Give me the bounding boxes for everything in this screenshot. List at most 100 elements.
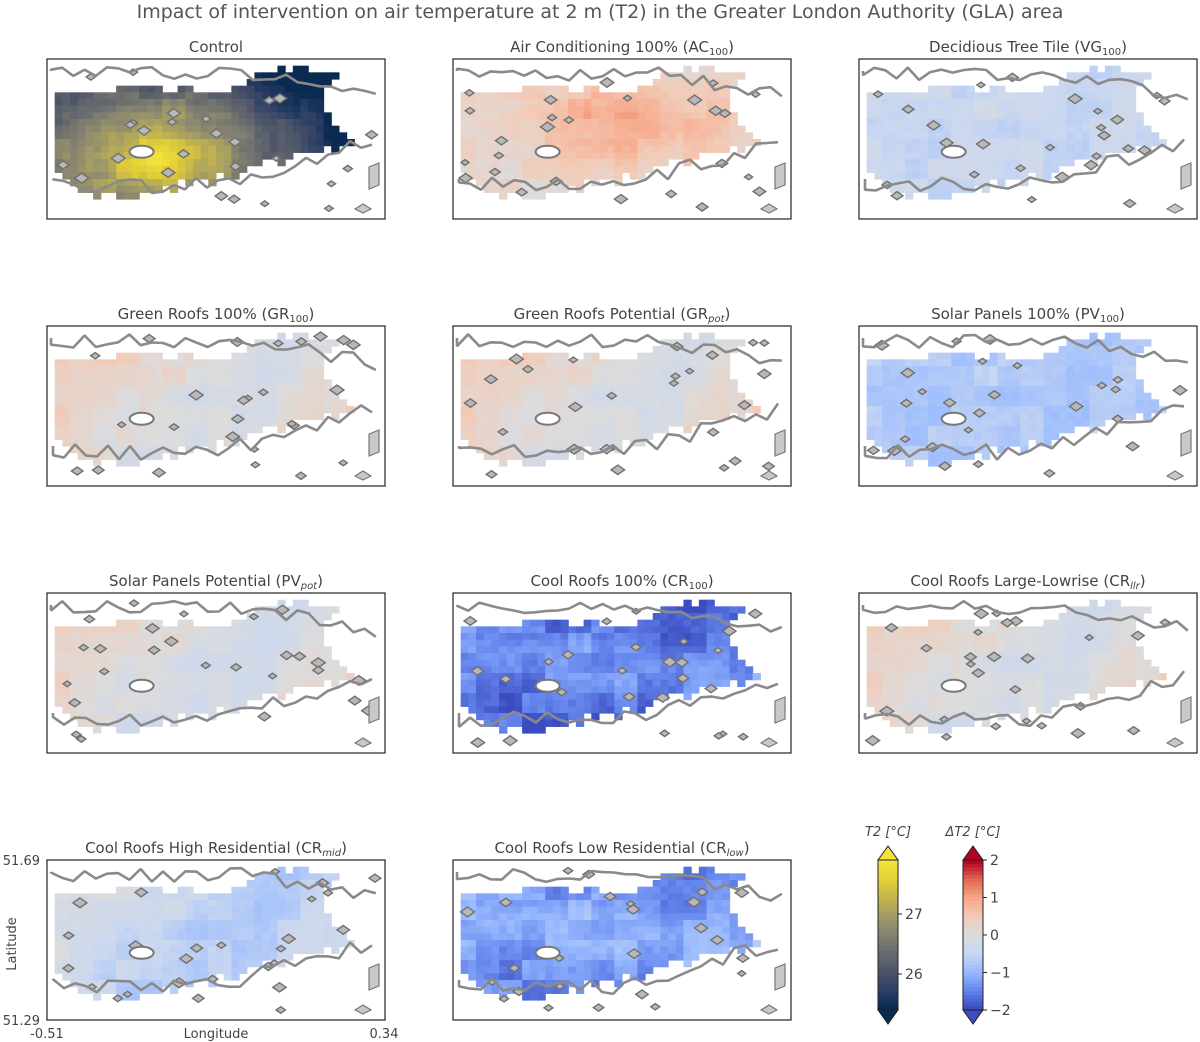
heatmap-cell: [262, 152, 271, 160]
heatmap-cell: [614, 99, 623, 107]
heatmap-cell: [292, 866, 302, 874]
heatmap-cell: [200, 646, 209, 654]
heatmap-cell: [966, 159, 975, 167]
heatmap-cell: [146, 940, 156, 948]
heatmap-cell: [598, 646, 608, 654]
heatmap-cell: [131, 105, 140, 113]
heatmap-cell: [598, 666, 608, 674]
heatmap-cell: [483, 366, 493, 374]
heatmap-cell: [1104, 653, 1114, 661]
heatmap-cell: [468, 119, 477, 127]
heatmap-cell: [698, 399, 708, 407]
heatmap-cell: [537, 165, 546, 173]
heatmap-cell: [1112, 339, 1121, 347]
heatmap-cell: [1097, 639, 1106, 647]
heatmap-cell: [737, 132, 746, 140]
heatmap-cell: [108, 906, 117, 914]
panel-title: Cool Roofs High Residential (CRmid): [85, 839, 347, 859]
heatmap-cell: [675, 132, 685, 140]
heatmap-cell: [77, 933, 87, 941]
heatmap-cell: [315, 873, 325, 881]
heatmap-cell: [897, 92, 906, 100]
heatmap-cell: [974, 105, 983, 113]
heatmap-cell: [958, 452, 968, 460]
heatmap-cell: [974, 165, 983, 173]
heatmap-cell: [897, 666, 906, 674]
heatmap-cell: [292, 946, 302, 954]
heatmap-cell: [131, 439, 140, 447]
panel-grid: Control Air Conditioning 100% (AC100) Deci…: [46, 38, 1198, 1021]
heatmap-cell: [1004, 119, 1014, 127]
heatmap-cell: [943, 659, 952, 667]
heatmap-cell: [928, 639, 937, 647]
heatmap-cell: [146, 99, 156, 107]
heatmap-cell: [721, 85, 731, 93]
heatmap-cell: [169, 926, 179, 934]
heatmap-cell: [698, 366, 708, 374]
heatmap-cell: [529, 659, 539, 667]
heatmap-cell: [85, 419, 94, 427]
heatmap-cell: [116, 99, 125, 107]
heatmap-cell: [545, 706, 554, 714]
heatmap-cell: [522, 112, 531, 120]
heatmap-cell: [706, 379, 715, 387]
heatmap-cell: [77, 419, 87, 427]
heatmap-cell: [997, 179, 1006, 187]
heatmap-cell: [85, 132, 94, 140]
heatmap-cell: [93, 119, 102, 127]
heatmap-cell: [85, 666, 94, 674]
heatmap-cell: [231, 112, 240, 120]
heatmap-cell: [338, 673, 348, 681]
heatmap-cell: [951, 693, 960, 701]
heatmap-cell: [529, 699, 539, 707]
heatmap-cell: [262, 679, 271, 687]
heatmap-cell: [606, 693, 615, 701]
heatmap-cell: [920, 139, 929, 147]
heatmap-cell: [706, 406, 715, 414]
heatmap-cell: [1012, 653, 1021, 661]
heatmap-cell: [1066, 366, 1075, 374]
heatmap-cell: [1112, 132, 1121, 140]
heatmap-cell: [1051, 406, 1060, 414]
heatmap-cell: [966, 666, 975, 674]
heatmap-cell: [54, 686, 63, 694]
heatmap-cell: [169, 125, 179, 133]
heatmap-cell: [300, 900, 309, 908]
heatmap-cell: [874, 659, 883, 667]
heatmap-cell: [231, 920, 240, 928]
heatmap-cell: [323, 646, 332, 654]
heatmap-cell: [139, 446, 148, 454]
heatmap-cell: [522, 619, 531, 627]
heatmap-cell: [154, 452, 163, 460]
heatmap-cell: [108, 386, 117, 394]
heatmap-cell: [93, 132, 102, 140]
heatmap-cell: [1004, 159, 1014, 167]
heatmap-cell: [691, 606, 700, 614]
heatmap-cell: [231, 933, 240, 941]
heatmap-cell: [223, 132, 232, 140]
heatmap-cell: [139, 119, 148, 127]
heatmap-cell: [70, 666, 79, 674]
heatmap-cell: [1051, 399, 1060, 407]
heatmap-cell: [537, 366, 546, 374]
heatmap-cell: [668, 626, 677, 634]
heatmap-cell: [675, 112, 685, 120]
heatmap-cell: [262, 366, 271, 374]
heatmap-cell: [575, 92, 585, 100]
heatmap-cell: [506, 112, 516, 120]
heatmap-cell: [874, 172, 883, 180]
heatmap-cell: [552, 439, 562, 447]
heatmap-cell: [491, 452, 500, 460]
heatmap-cell: [1112, 399, 1121, 407]
heatmap-cell: [506, 426, 516, 434]
heatmap-cell: [100, 372, 110, 380]
heatmap-cell: [514, 399, 523, 407]
heatmap-cell: [185, 906, 194, 914]
heatmap-cell: [292, 85, 302, 93]
heatmap-cell: [721, 72, 731, 80]
heatmap-cell: [139, 633, 148, 641]
heatmap-cell: [935, 112, 945, 120]
heatmap-cell: [537, 139, 546, 147]
heatmap-cell: [514, 439, 523, 447]
heatmap-cell: [108, 359, 117, 367]
